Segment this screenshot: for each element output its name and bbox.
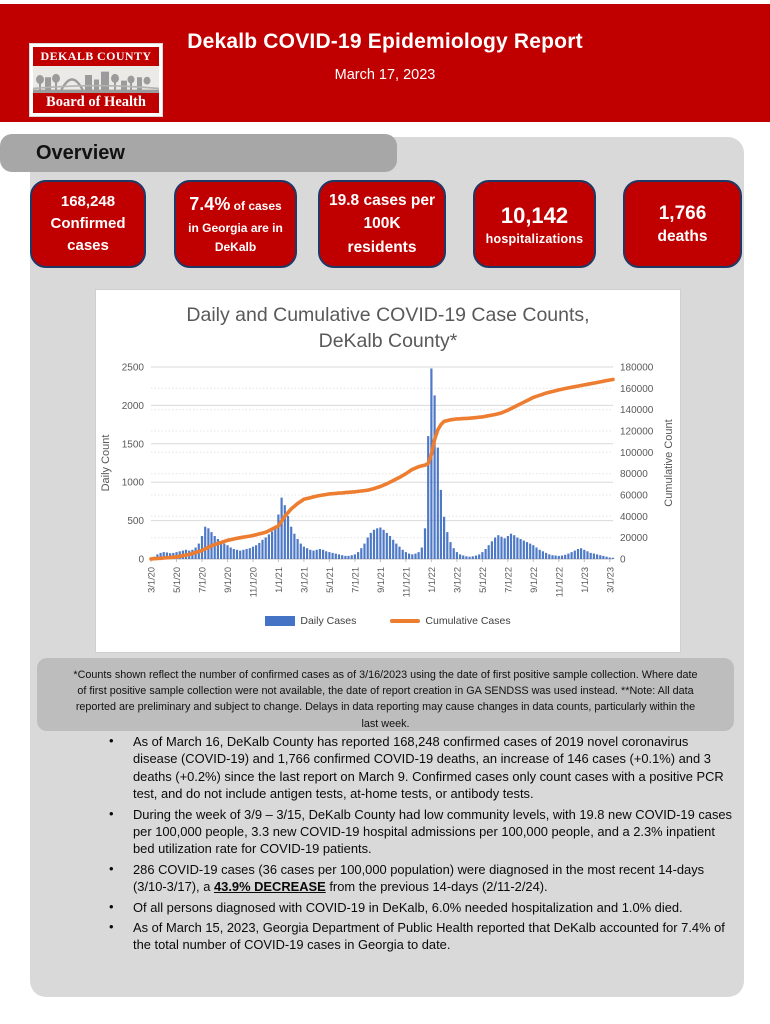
svg-text:60000: 60000 xyxy=(620,490,648,501)
chart-title-line1: Daily and Cumulative COVID-19 Case Count… xyxy=(186,304,590,326)
svg-text:9/1/20: 9/1/20 xyxy=(223,567,233,593)
stat-card-deaths: 1,766 deaths xyxy=(623,180,742,268)
svg-text:Cumulative Count: Cumulative Count xyxy=(663,419,675,506)
cumulative-cases-swatch-icon xyxy=(390,618,421,623)
svg-text:Daily Count: Daily Count xyxy=(100,434,112,491)
overview-section-tab: Overview xyxy=(0,134,397,172)
legend-cumulative-cases: Cumulative Cases xyxy=(390,614,511,627)
bullet-text: As of March 16, DeKalb County has report… xyxy=(133,734,724,802)
bullet-dot-icon: • xyxy=(109,898,114,914)
svg-text:3/1/20: 3/1/20 xyxy=(147,567,157,593)
svg-text:11/1/22: 11/1/22 xyxy=(554,567,564,597)
bullet-text: During the week of 3/9 – 3/15, DeKalb Co… xyxy=(133,806,732,857)
svg-text:180000: 180000 xyxy=(620,362,654,373)
bullet-text: Of all persons diagnosed with COVID-19 i… xyxy=(133,899,683,915)
svg-text:2000: 2000 xyxy=(122,401,145,412)
bullet-emphasis: 43.9% DECREASE xyxy=(213,879,326,895)
svg-text:3/1/21: 3/1/21 xyxy=(299,567,309,593)
svg-text:500: 500 xyxy=(127,516,144,527)
chart-legend: Daily Cases Cumulative Cases xyxy=(96,615,680,627)
stat-value: 1,766 xyxy=(658,202,707,224)
svg-text:1500: 1500 xyxy=(122,439,145,450)
svg-text:11/1/21: 11/1/21 xyxy=(401,567,411,597)
stat-label: Confirmed cases xyxy=(50,215,126,254)
svg-text:2500: 2500 xyxy=(122,362,145,373)
svg-text:3/1/23: 3/1/23 xyxy=(605,567,615,593)
stat-value: 168,248 xyxy=(60,193,116,211)
legend-cumulative-label: Cumulative Cases xyxy=(425,614,511,627)
logo-board-name: Board of Health xyxy=(46,94,146,110)
legend-daily-label: Daily Cases xyxy=(300,614,357,627)
svg-text:20000: 20000 xyxy=(620,533,648,544)
stat-card-georgia-share: 7.4% of cases in Georgia are in DeKalb xyxy=(174,180,297,268)
stat-label: deaths xyxy=(657,227,708,245)
board-of-health-logo: DEKALB COUNTY xyxy=(29,43,163,117)
svg-text:9/1/21: 9/1/21 xyxy=(376,567,386,593)
stat-text: 7.4% of cases in Georgia are in DeKalb xyxy=(185,191,286,256)
bullet-item: • As of March 16, DeKalb County has repor… xyxy=(105,733,735,803)
stat-value: 10,142 xyxy=(500,202,569,228)
svg-text:9/1/22: 9/1/22 xyxy=(529,567,539,593)
bullet-text: 286 COVID-19 cases (36 cases per 100,000… xyxy=(133,861,705,895)
svg-text:1/1/21: 1/1/21 xyxy=(274,567,284,593)
svg-text:1/1/22: 1/1/22 xyxy=(427,567,437,593)
svg-text:5/1/22: 5/1/22 xyxy=(478,567,488,593)
svg-text:5/1/21: 5/1/21 xyxy=(325,567,335,593)
svg-text:7/1/22: 7/1/22 xyxy=(503,567,513,593)
svg-text:80000: 80000 xyxy=(620,469,648,480)
legend-daily-cases: Daily Cases xyxy=(265,615,356,627)
bullet-item: • As of March 15, 2023, Georgia Departmen… xyxy=(105,919,735,954)
svg-text:3/1/22: 3/1/22 xyxy=(452,567,462,593)
chart-title-line2: DeKalb County* xyxy=(318,330,458,353)
logo-county-name: DEKALB COUNTY xyxy=(40,49,152,63)
skyline-icon xyxy=(33,66,159,93)
bullet-item: • During the week of 3/9 – 3/15, DeKalb C… xyxy=(105,806,735,858)
stat-label: cases per 100K residents xyxy=(347,192,436,256)
stat-label: of cases in Georgia are in DeKalb xyxy=(188,199,283,254)
svg-text:0: 0 xyxy=(620,554,626,565)
stat-card-case-rate: 19.8 cases per 100K residents xyxy=(318,180,446,268)
daily-cases-swatch-icon xyxy=(265,615,296,626)
svg-text:11/1/20: 11/1/20 xyxy=(249,567,259,597)
svg-text:7/1/21: 7/1/21 xyxy=(350,567,360,593)
svg-text:7/1/20: 7/1/20 xyxy=(198,567,208,593)
svg-text:100000: 100000 xyxy=(620,447,654,458)
svg-text:140000: 140000 xyxy=(620,405,654,416)
covid-case-chart: Daily and Cumulative COVID-19 Case Count… xyxy=(95,289,681,653)
stat-label: hospitalizations xyxy=(485,231,584,246)
svg-text:40000: 40000 xyxy=(620,511,648,522)
bullet-item: • Of all persons diagnosed with COVID-19 … xyxy=(105,899,735,916)
svg-text:160000: 160000 xyxy=(620,383,654,394)
svg-text:5/1/20: 5/1/20 xyxy=(172,567,182,593)
chart-footnote: *Counts shown reflect the number of conf… xyxy=(37,658,734,731)
overview-tab-label: Overview xyxy=(36,141,125,164)
svg-text:1000: 1000 xyxy=(122,477,145,488)
stat-card-confirmed-cases: 168,248 Confirmed cases xyxy=(30,180,146,268)
overview-panel: 168,248 Confirmed cases 7.4% of cases in… xyxy=(30,137,744,997)
header-titles: Dekalb COVID-19 Epidemiology Report Marc… xyxy=(0,4,770,83)
bullet-item: • 286 COVID-19 cases (36 cases per 100,00… xyxy=(105,861,735,896)
report-title: Dekalb COVID-19 Epidemiology Report xyxy=(187,30,583,53)
report-date: March 17, 2023 xyxy=(334,67,436,83)
stat-value: 7.4% xyxy=(189,194,231,215)
bullet-dot-icon: • xyxy=(109,919,114,935)
summary-bullets: • As of March 16, DeKalb County has repor… xyxy=(105,733,735,957)
stat-text: 19.8 cases per 100K residents xyxy=(329,189,435,259)
chart-plot: 0 500 1000 1500 2000 2500 0 20000 40000 60000 8000… xyxy=(100,362,675,597)
bullet-dot-icon: • xyxy=(109,733,114,748)
report-header: Dekalb COVID-19 Epidemiology Report Marc… xyxy=(0,4,770,122)
svg-text:120000: 120000 xyxy=(620,426,654,437)
chart-title: Daily and Cumulative COVID-19 Case Count… xyxy=(96,302,680,355)
bullet-dot-icon: • xyxy=(109,805,114,821)
bullet-dot-icon: • xyxy=(109,860,114,876)
bullet-text: As of March 15, 2023, Georgia Department… xyxy=(133,920,725,953)
stat-value: 19.8 xyxy=(329,192,360,210)
svg-text:1/1/23: 1/1/23 xyxy=(580,567,590,593)
svg-text:0: 0 xyxy=(138,554,144,565)
bullet-text: from the previous 14-days (2/11-2/24). xyxy=(325,879,548,895)
stat-card-hospitalizations: 10,142 hospitalizations xyxy=(473,180,596,268)
